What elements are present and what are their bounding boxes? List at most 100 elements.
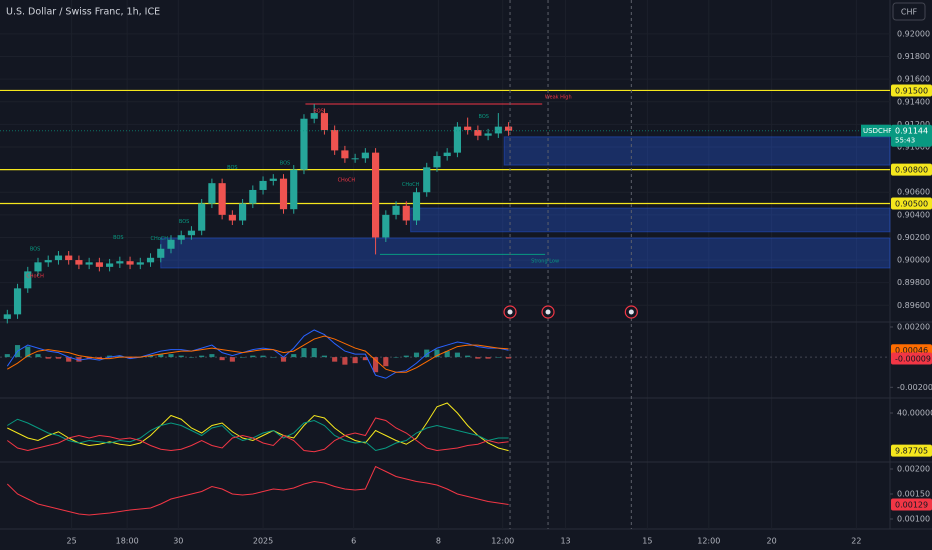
histogram-bar xyxy=(76,357,82,362)
currency-label[interactable]: CHF xyxy=(901,8,918,17)
candle-body xyxy=(136,262,144,265)
candle-body xyxy=(341,150,349,159)
histogram-bar xyxy=(4,354,10,358)
candle-body xyxy=(423,167,431,193)
price-tag-label: -0.00009 xyxy=(895,354,931,363)
x-tick-label: 22 xyxy=(851,537,861,546)
histogram-bar xyxy=(485,357,491,359)
candle-body xyxy=(54,255,63,261)
candle-body xyxy=(3,314,11,319)
price-tag xyxy=(891,163,932,176)
y-tick-label: 0.90000 xyxy=(897,256,930,265)
x-tick-label: 6 xyxy=(351,537,356,546)
price-tag xyxy=(891,498,932,511)
candle-body xyxy=(157,248,165,258)
indicator-line xyxy=(6,329,509,379)
structure-label: BOS xyxy=(227,165,237,171)
event-icon-dot xyxy=(628,309,634,315)
indicator-line xyxy=(6,465,509,516)
histogram-bar xyxy=(45,357,51,359)
candle-body xyxy=(392,205,400,215)
histogram-bar xyxy=(260,355,266,358)
candle-body xyxy=(361,152,369,159)
candle-body xyxy=(310,113,318,119)
last-price-tag xyxy=(891,124,932,147)
candle-body xyxy=(433,156,441,168)
structure-label: Strong Low xyxy=(531,259,559,265)
y-tick-label: 0.91600 xyxy=(897,75,930,84)
histogram-bar xyxy=(495,357,501,358)
candle-body xyxy=(402,205,410,221)
x-tick-label: 12:00 xyxy=(697,537,720,546)
structure-label: CHoCH xyxy=(338,177,356,183)
candle-body xyxy=(34,262,42,272)
x-tick-label: 15 xyxy=(642,537,652,546)
histogram-bar xyxy=(117,355,123,358)
structure-label: CHoCH xyxy=(151,236,169,242)
price-tag-label: 9.87705 xyxy=(895,447,928,456)
x-tick-label: 20 xyxy=(767,537,777,546)
candle-body xyxy=(249,189,257,204)
structure-label: BOS xyxy=(479,114,489,120)
indicator-line xyxy=(7,402,509,452)
candle-body xyxy=(412,192,421,221)
histogram-bar xyxy=(291,354,297,358)
histogram-bar xyxy=(168,354,174,358)
candle-body xyxy=(453,126,462,153)
histogram-bar xyxy=(250,355,256,358)
structure-label: CHoCH xyxy=(402,182,420,188)
x-tick-label: 2025 xyxy=(253,537,273,546)
y-tick-label: 0.00200 xyxy=(897,322,930,331)
y-tick-label: 0.00150 xyxy=(897,490,930,499)
histogram-bar xyxy=(413,352,420,358)
histogram-bar xyxy=(393,357,399,358)
histogram-bar xyxy=(178,355,184,358)
chart-title: U.S. Dollar / Swiss Franc, 1h, ICE xyxy=(6,7,160,18)
y-tick-label: 0.91200 xyxy=(897,120,930,129)
candle-body xyxy=(126,261,134,265)
histogram-bar xyxy=(444,351,450,358)
structure-label: CHoCH xyxy=(26,273,44,279)
y-tick-label: 0.00200 xyxy=(897,465,930,474)
structure-label: BOS xyxy=(113,235,123,241)
histogram-bar xyxy=(86,357,92,359)
candle-body xyxy=(75,260,83,265)
structure-label: BOS xyxy=(179,219,189,225)
histogram-bar xyxy=(332,357,338,362)
x-tick-label: 8 xyxy=(436,537,441,546)
price-tag xyxy=(891,444,932,457)
x-tick-label: 30 xyxy=(173,537,183,546)
indicator-line xyxy=(7,417,509,453)
candle-body xyxy=(331,130,339,151)
histogram-bar xyxy=(240,357,246,358)
candle-body xyxy=(198,203,206,231)
y-tick-label: 0.90600 xyxy=(897,188,930,197)
y-tick-label: 0.91400 xyxy=(897,97,930,106)
candle-body xyxy=(187,230,196,236)
y-tick-label: 0.89600 xyxy=(897,301,930,310)
price-tag-label: 0.91500 xyxy=(895,86,928,95)
price-tag-label: 0.00046 xyxy=(895,346,928,355)
histogram-bar xyxy=(321,355,327,358)
histogram-bar xyxy=(342,357,348,365)
price-tag-label: 0.00129 xyxy=(895,501,928,510)
structure-label: BOS xyxy=(30,246,40,252)
order-block xyxy=(410,207,891,233)
histogram-bar xyxy=(55,357,62,359)
candle-body xyxy=(167,239,175,249)
x-tick-label: 12:00 xyxy=(491,537,514,546)
y-tick-label: 0.00100 xyxy=(897,515,930,524)
histogram-bar xyxy=(465,355,471,358)
histogram-bar xyxy=(270,357,276,358)
candle-body xyxy=(494,126,502,134)
y-tick-label: 0.90400 xyxy=(897,210,930,219)
x-tick-label: 25 xyxy=(67,537,77,546)
histogram-bar xyxy=(158,354,164,358)
candle-body xyxy=(228,214,236,221)
candle-body xyxy=(351,158,359,160)
currency-button[interactable] xyxy=(892,2,926,21)
histogram-bar xyxy=(434,349,440,358)
time-axis-bg xyxy=(0,529,932,550)
candle-body xyxy=(44,260,52,263)
